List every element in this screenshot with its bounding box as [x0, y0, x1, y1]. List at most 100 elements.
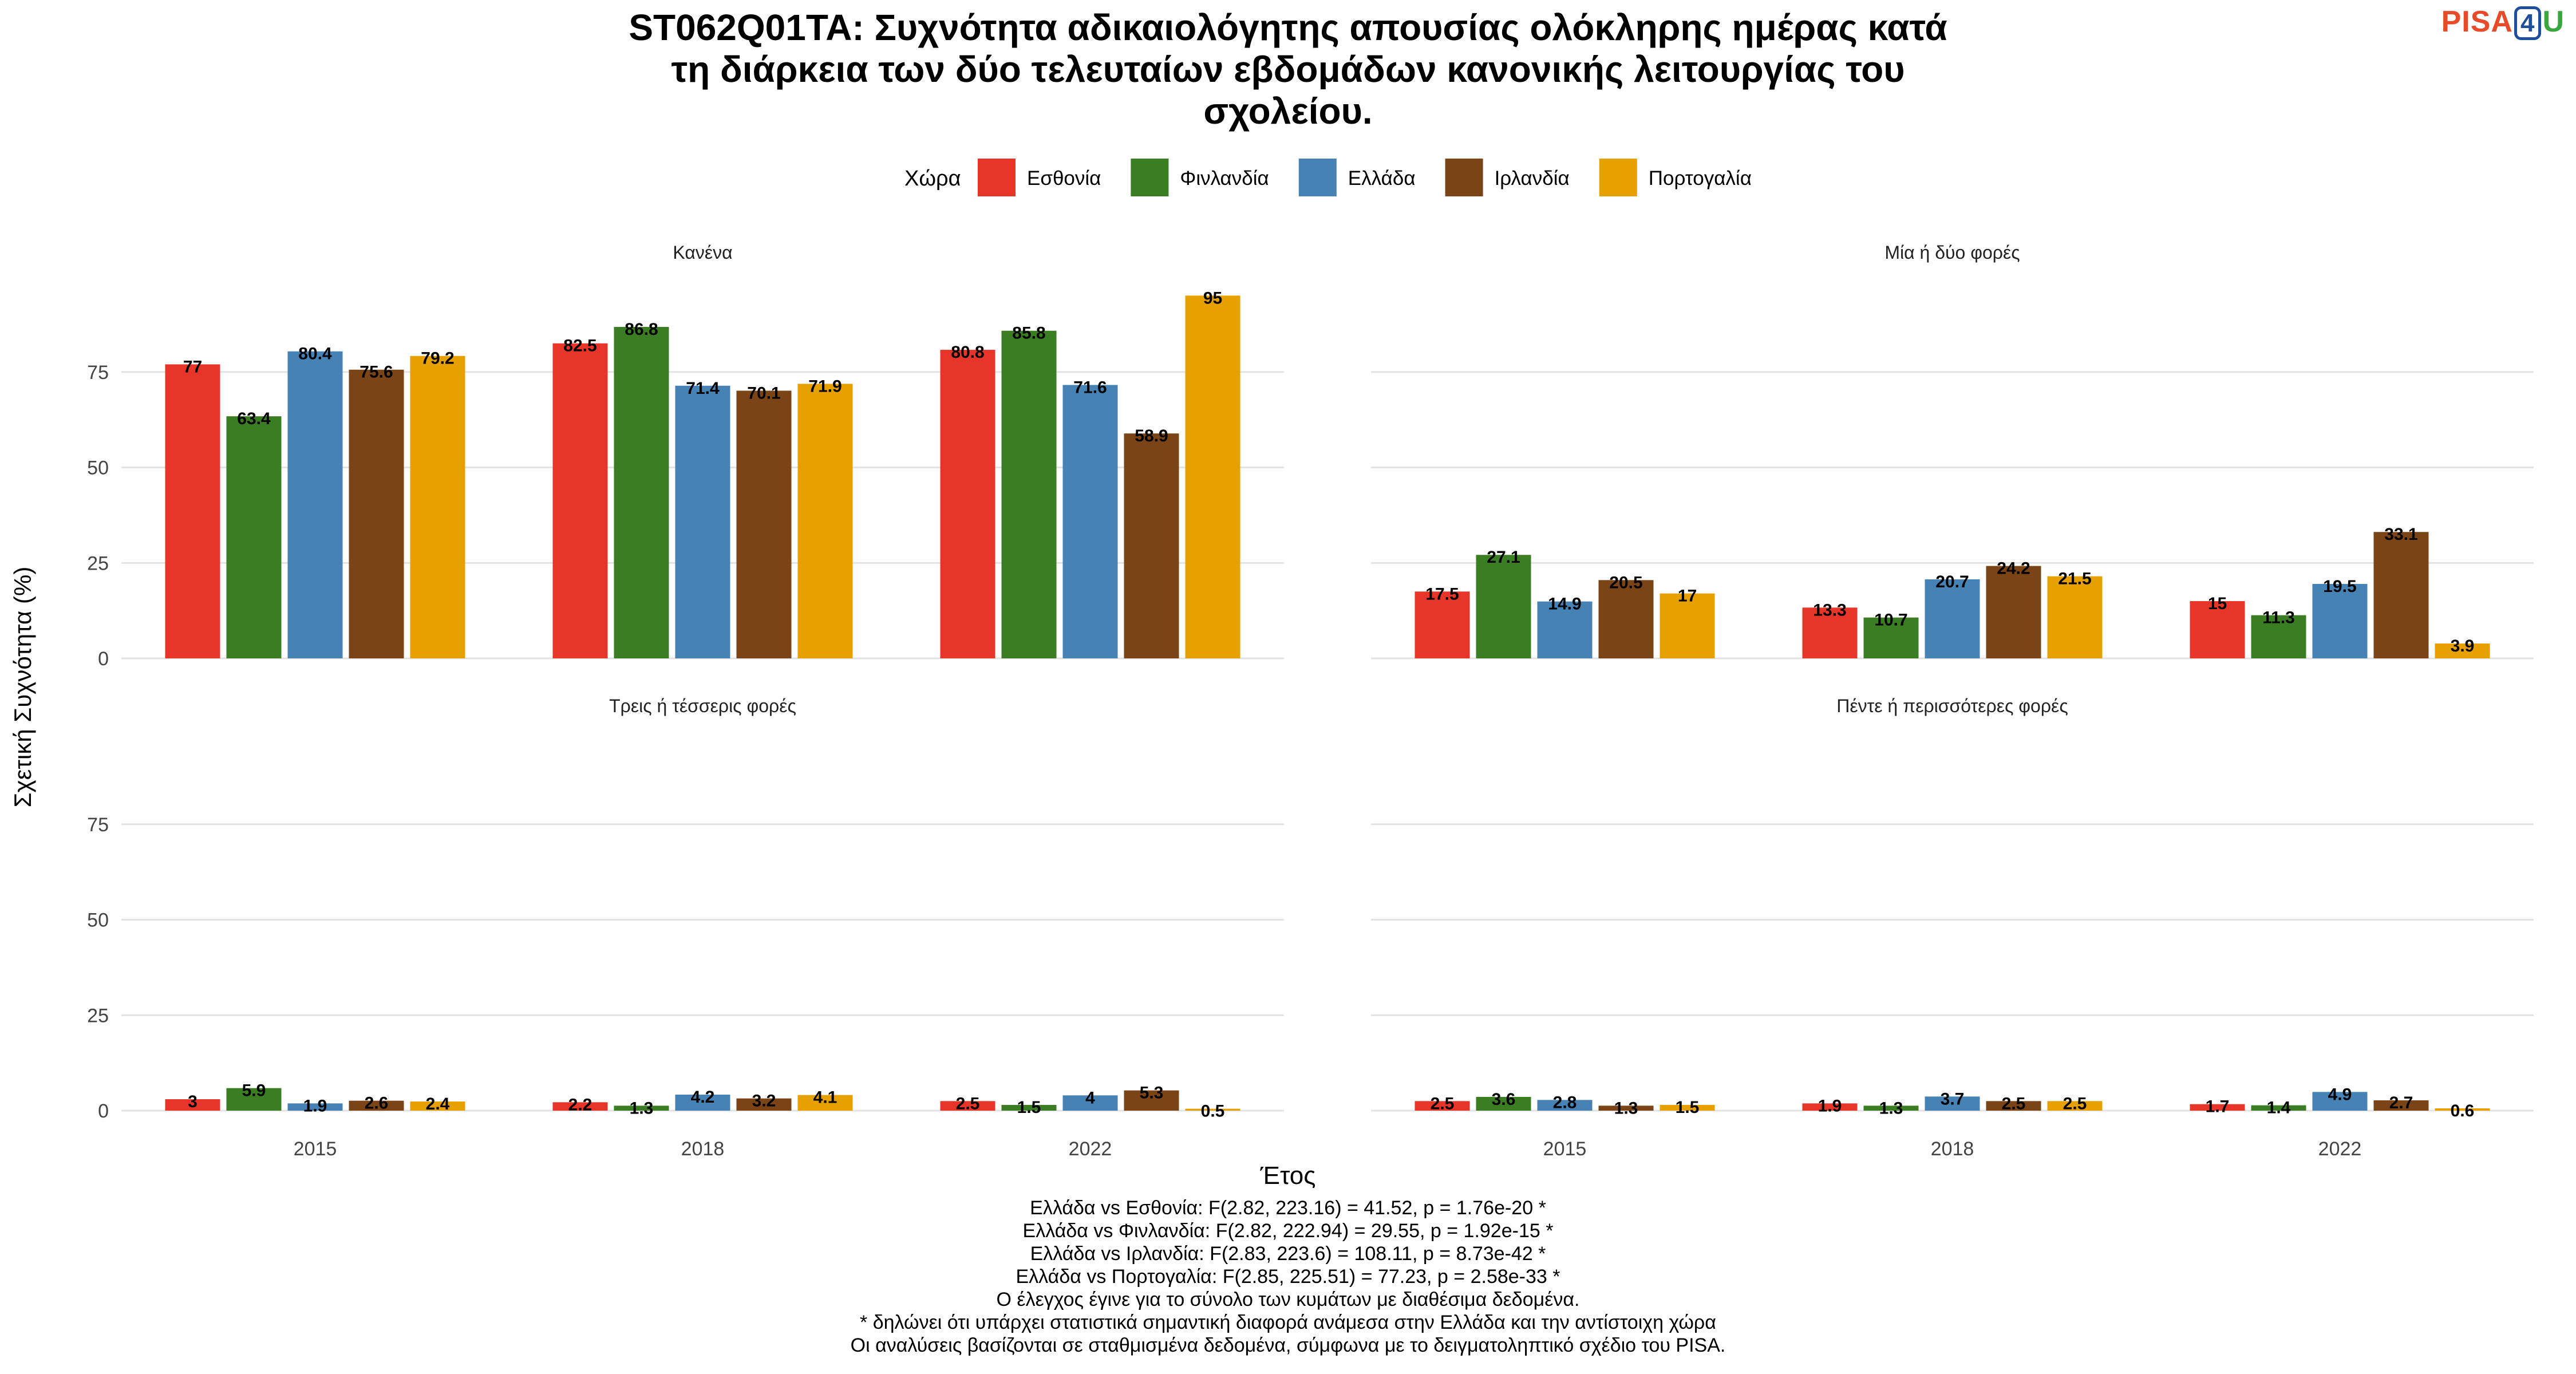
x-tick-label: 2015 [294, 1138, 337, 1160]
data-label: 17.5 [1425, 585, 1459, 603]
data-label: 19.5 [2323, 577, 2356, 596]
y-tick-label: 75 [87, 362, 109, 384]
data-label: 71.6 [1073, 378, 1107, 397]
data-label: 3.2 [752, 1092, 776, 1111]
data-label: 63.4 [237, 409, 271, 428]
data-label: 80.8 [951, 343, 984, 362]
data-label: 3 [188, 1092, 197, 1111]
bar [675, 385, 730, 658]
y-tick-label: 0 [98, 1100, 109, 1122]
bar [2312, 583, 2368, 658]
y-tick-label: 0 [98, 648, 109, 670]
data-label: 14.9 [1548, 595, 1581, 614]
data-label: 58.9 [1135, 427, 1168, 445]
data-label: 1.5 [1676, 1098, 1700, 1117]
bar [1986, 1101, 2041, 1111]
data-label: 3.9 [2451, 637, 2475, 656]
logo-text: U [2542, 5, 2565, 38]
bar [287, 351, 343, 658]
data-label: 95 [1203, 289, 1222, 307]
bar [552, 343, 608, 658]
data-label: 2.4 [426, 1095, 450, 1114]
data-label: 71.4 [686, 379, 720, 398]
panel-title: Τρεις ή τέσσερις φορές [609, 696, 796, 716]
bar [675, 1094, 730, 1111]
data-label: 1.4 [2267, 1099, 2291, 1118]
data-label: 71.9 [808, 377, 841, 396]
note-line: * δηλώνει ότι υπάρχει στατιστικά σημαντι… [860, 1312, 1716, 1333]
bar [1986, 566, 2041, 658]
data-label: 17 [1678, 587, 1697, 606]
bar [1415, 1101, 1470, 1111]
note-line: Ελλάδα vs Εσθονία: F(2.82, 223.16) = 41.… [1030, 1197, 1546, 1219]
data-label: 27.1 [1487, 548, 1520, 567]
bar [410, 356, 465, 658]
data-label: 13.3 [1813, 601, 1846, 619]
legend-swatch [1298, 159, 1337, 196]
bar [2373, 532, 2429, 658]
y-axis-title: Σχετική Συχνότητα (%) [9, 567, 36, 808]
legend-swatch [1599, 159, 1637, 196]
legend-label: Ελλάδα [1348, 167, 1416, 189]
note-line: Ελλάδα vs Ιρλανδία: F(2.83, 223.6) = 108… [1030, 1243, 1546, 1265]
data-label: 20.5 [1609, 573, 1642, 592]
data-label: 75.6 [359, 363, 393, 382]
bar [2251, 615, 2306, 658]
bar [940, 1101, 995, 1111]
data-label: 86.8 [625, 320, 658, 339]
panel-title: Κανένα [673, 242, 732, 263]
bar [287, 1103, 343, 1111]
y-tick-label: 75 [87, 814, 109, 836]
data-label: 4 [1085, 1088, 1095, 1107]
data-label: 2.6 [365, 1094, 389, 1113]
data-label: 70.1 [747, 384, 780, 402]
legend-label: Ιρλανδία [1495, 167, 1570, 189]
data-label: 0.6 [2451, 1101, 2475, 1120]
bar [165, 1099, 220, 1111]
bar [1062, 1095, 1118, 1111]
data-label: 82.5 [563, 337, 596, 356]
bar [1415, 591, 1470, 658]
bar [1660, 593, 1715, 658]
data-label: 1.3 [1614, 1099, 1638, 1118]
bar [1537, 1100, 1593, 1111]
data-label: 5.3 [1140, 1084, 1164, 1103]
data-label: 21.5 [2058, 570, 2091, 589]
data-label: 2.5 [1431, 1094, 1455, 1113]
data-label: 11.3 [2262, 609, 2295, 627]
bar [349, 1100, 404, 1111]
bar [1476, 1096, 1531, 1111]
data-label: 1.3 [630, 1099, 654, 1118]
bar [797, 1095, 853, 1111]
bar [1476, 555, 1531, 658]
bar [2047, 1101, 2103, 1111]
data-label: 33.1 [2384, 525, 2417, 544]
y-tick-label: 25 [87, 1005, 109, 1026]
bar [165, 364, 220, 658]
bar [1925, 1096, 1980, 1111]
bar [1124, 433, 1179, 658]
y-tick-label: 25 [87, 552, 109, 574]
bar [1863, 617, 1919, 658]
bar [1863, 1105, 1919, 1111]
y-tick-label: 50 [87, 457, 109, 479]
data-label: 2.7 [2389, 1093, 2413, 1112]
data-label: 2.8 [1553, 1093, 1577, 1112]
bar [349, 369, 404, 658]
data-label: 5.9 [242, 1081, 266, 1100]
bar [2312, 1092, 2368, 1111]
data-label: 3.6 [1492, 1090, 1516, 1109]
title-line: σχολείου. [1203, 90, 1373, 132]
bar [1660, 1104, 1715, 1111]
bar [2190, 1104, 2245, 1111]
x-tick-label: 2018 [681, 1138, 725, 1160]
data-label: 2.5 [956, 1094, 980, 1113]
legend-label: Φινλανδία [1180, 167, 1269, 189]
title-line: τη διάρκεια των δύο τελευταίων εβδομάδων… [671, 49, 1905, 90]
bar [2373, 1100, 2429, 1111]
x-tick-label: 2015 [1543, 1138, 1587, 1160]
data-label: 10.7 [1874, 611, 1907, 630]
data-label: 2.2 [568, 1095, 592, 1114]
data-label: 1.7 [2206, 1097, 2230, 1116]
